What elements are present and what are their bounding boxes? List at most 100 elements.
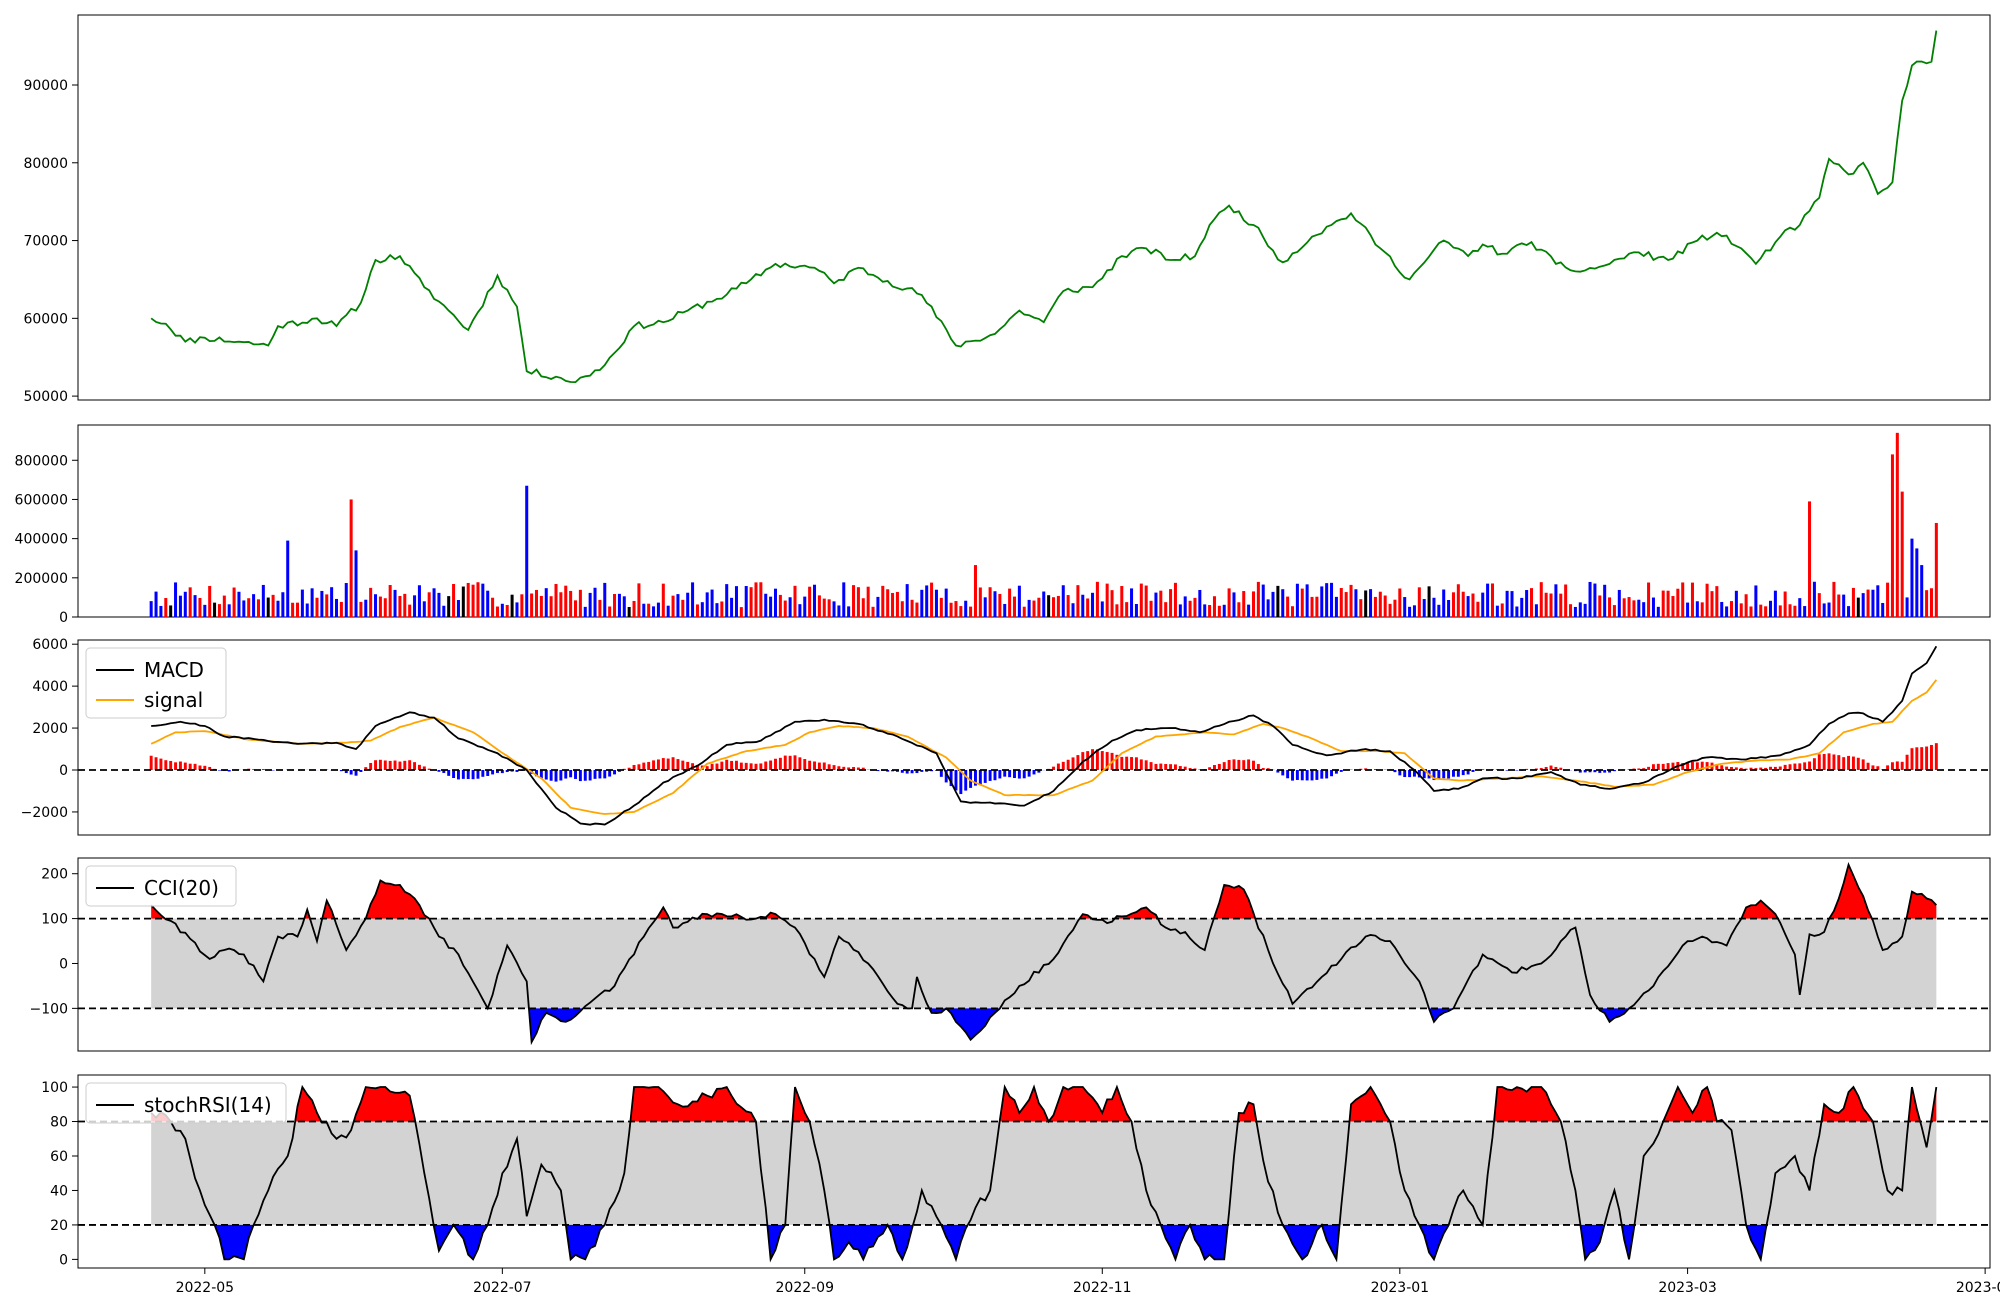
volume-bar (817, 595, 821, 617)
macd-hist-bar (1764, 767, 1768, 770)
volume-bar (1130, 588, 1134, 617)
macd-hist-bar (1769, 766, 1772, 770)
volume-bar (510, 594, 514, 617)
panel-3-ytick-label: 6000 (32, 637, 68, 653)
macd-hist-bar (920, 770, 924, 772)
volume-bar (1656, 606, 1660, 617)
macd-hist-bar (1061, 761, 1065, 770)
panel-5-ytick-label: 40 (50, 1183, 68, 1199)
volume-bar (1573, 606, 1577, 617)
macd-hist-bar (1934, 743, 1938, 770)
macd-hist-bar (1793, 763, 1797, 770)
x-tick-label: 2022-09 (776, 1280, 835, 1296)
macd-hist-bar (1812, 758, 1816, 770)
macd-hist-bar (993, 770, 997, 781)
macd-hist-bar (676, 759, 680, 770)
volume-bar (369, 587, 373, 617)
volume-bar (1837, 594, 1841, 617)
volume-bar (1769, 600, 1773, 617)
macd-hist-bar (369, 762, 373, 770)
volume-bar (598, 599, 602, 617)
legend-label: stochRSI(14) (144, 1093, 272, 1117)
stochrsi-oversold-fill (1580, 1224, 1605, 1260)
panel-2-ytick-label: 400000 (15, 532, 68, 548)
macd-hist-bar (593, 770, 597, 779)
macd-hist-bar (559, 770, 563, 781)
macd-hist-bar (1778, 766, 1782, 770)
cci-overbought-fill (1741, 900, 1778, 919)
macd-hist-bar (1647, 766, 1651, 770)
macd-hist-bar (1608, 770, 1612, 773)
macd-hist-bar (574, 770, 577, 779)
macd-hist-bar (613, 770, 616, 775)
volume-bar (1022, 606, 1026, 617)
volume-bar (1651, 597, 1655, 617)
volume-bar (1739, 603, 1743, 617)
macd-hist-bar (969, 770, 973, 788)
volume-bar (1622, 598, 1626, 617)
macd-hist-bar (627, 767, 631, 770)
legend-box (85, 865, 237, 907)
volume-bar (422, 601, 426, 617)
volume-bar (1247, 604, 1251, 617)
macd-hist-bar (1505, 770, 1509, 771)
macd-hist-bar (715, 763, 719, 770)
macd-hist-bar (1417, 770, 1421, 778)
macd-hist-bar (1554, 766, 1558, 770)
macd-hist-bar (422, 766, 426, 770)
stochrsi-overbought-fill (353, 1087, 416, 1122)
panel-1-ytick-label: 60000 (23, 311, 68, 327)
volume-bar (1710, 591, 1714, 617)
stochrsi-oversold-fill (453, 1224, 488, 1260)
panel-4-legend: CCI(20) (85, 865, 237, 907)
macd-hist-bar (1730, 766, 1733, 770)
macd-hist-bar (754, 763, 758, 770)
stochrsi-oversold-fill (565, 1224, 605, 1260)
volume-bar (383, 598, 387, 617)
macd-hist-bar (1095, 749, 1099, 770)
x-tick-label: 2023-05 (1956, 1280, 2000, 1296)
volume-bar (1266, 599, 1270, 617)
macd-hist-bar (1861, 759, 1865, 770)
volume-bar (1086, 598, 1090, 617)
volume-bar (310, 588, 314, 617)
volume-bar (1569, 604, 1573, 617)
volume-bar (720, 601, 724, 617)
volume-bar (715, 603, 719, 617)
volume-bar (1803, 606, 1807, 617)
volume-bar (456, 600, 460, 617)
macd-hist-bar (1373, 769, 1377, 770)
macd-hist-bar (427, 768, 431, 770)
volume-bar (1598, 595, 1602, 617)
stochrsi-oversold-fill (1321, 1224, 1340, 1260)
macd-hist-bar (1817, 754, 1821, 770)
volume-bar (1603, 584, 1607, 617)
macd-hist-bar (1720, 765, 1724, 770)
volume-bar (837, 605, 841, 617)
macd-hist-bar (476, 770, 480, 779)
volume-bar (1169, 589, 1173, 617)
volume-bar (1091, 592, 1095, 617)
macd-hist-bar (954, 770, 958, 791)
macd-hist-bar (169, 760, 173, 770)
volume-bar (1705, 583, 1709, 617)
macd-hist-bar (856, 767, 860, 770)
volume-bar (1237, 602, 1241, 617)
volume-bar (783, 600, 787, 617)
volume-bar (1291, 606, 1295, 617)
macd-hist-bar (895, 770, 899, 772)
volume-bar (1120, 586, 1124, 617)
macd-hist-bar (227, 770, 231, 772)
macd-hist-bar (1612, 770, 1616, 772)
volume-bar (1032, 600, 1036, 617)
macd-hist-bar (539, 770, 543, 779)
volume-bar (388, 585, 392, 617)
macd-hist-bar (544, 770, 548, 780)
volume-bar (1373, 596, 1377, 617)
macd-hist-bar (1198, 769, 1202, 770)
macd-hist-bar (1403, 770, 1407, 778)
macd-hist-bar (154, 757, 158, 770)
volume-bar (149, 601, 153, 617)
volume-bar (325, 594, 329, 617)
panel-5-ytick-label: 100 (41, 1080, 68, 1096)
